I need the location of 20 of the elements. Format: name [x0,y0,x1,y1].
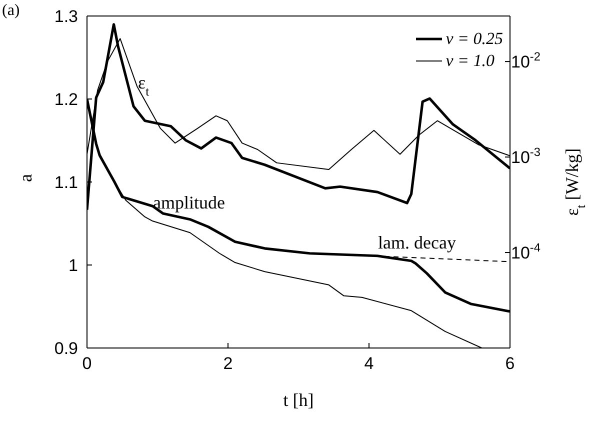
y-tick-label: 1.2 [54,90,78,110]
y2-tick-label: 10$^{-4}$ [511,240,541,262]
x-tick-label: 6 [505,354,515,374]
y-axis-title: a [15,174,36,182]
y-tick-label: 1.3 [54,7,78,26]
annotation: amplitude [153,192,225,212]
y-tick-label: 1 [68,256,78,276]
annotation: lam. decay [378,232,456,252]
text: (a) [2,2,20,19]
y2-tick-label: 10$^{-2}$ [511,50,541,72]
x-tick-label: 4 [364,354,374,374]
y2-tick-label: 10$^{-3}$ [511,144,541,167]
legend-label: ν = 0.25 [446,28,503,50]
x-axis-title: t [h] [283,390,314,410]
x-tick-label: 0 [82,354,92,374]
y-tick-label: 0.9 [54,339,78,358]
annotation: ε$_{t}$ [138,72,150,98]
x-tick-label: 2 [223,354,233,374]
legend-label: ν = 1.0 [446,50,494,72]
y-tick-label: 1.1 [54,173,78,192]
